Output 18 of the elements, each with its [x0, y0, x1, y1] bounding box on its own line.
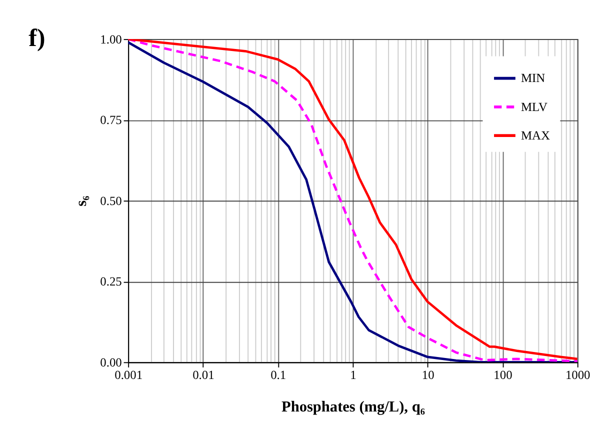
x-tick-label: 100	[494, 368, 512, 382]
x-tick-label: 0.001	[114, 368, 143, 382]
x-tick-label: 1000	[565, 368, 590, 382]
legend-label: MLV	[520, 100, 548, 114]
x-tick-label: 0.01	[192, 368, 214, 382]
y-tick-label: 0.25	[100, 274, 122, 289]
x-axis-title: Phosphates (mg/L), q₆	[282, 398, 426, 416]
y-axis-title: s₆	[72, 195, 90, 206]
legend-label: MIN	[520, 71, 546, 86]
text: f)	[28, 24, 46, 52]
legend-label: MAX	[520, 128, 550, 142]
x-tick-label: 10	[422, 368, 434, 382]
y-tick-label: 0.75	[100, 113, 122, 128]
x-tick-label: 1	[350, 368, 356, 382]
y-tick-label: 0.50	[100, 194, 122, 208]
x-tick-label: 0.1	[270, 368, 286, 382]
y-tick-label: 1.00	[100, 32, 122, 46]
y-tick-label: 0.00	[100, 355, 122, 370]
